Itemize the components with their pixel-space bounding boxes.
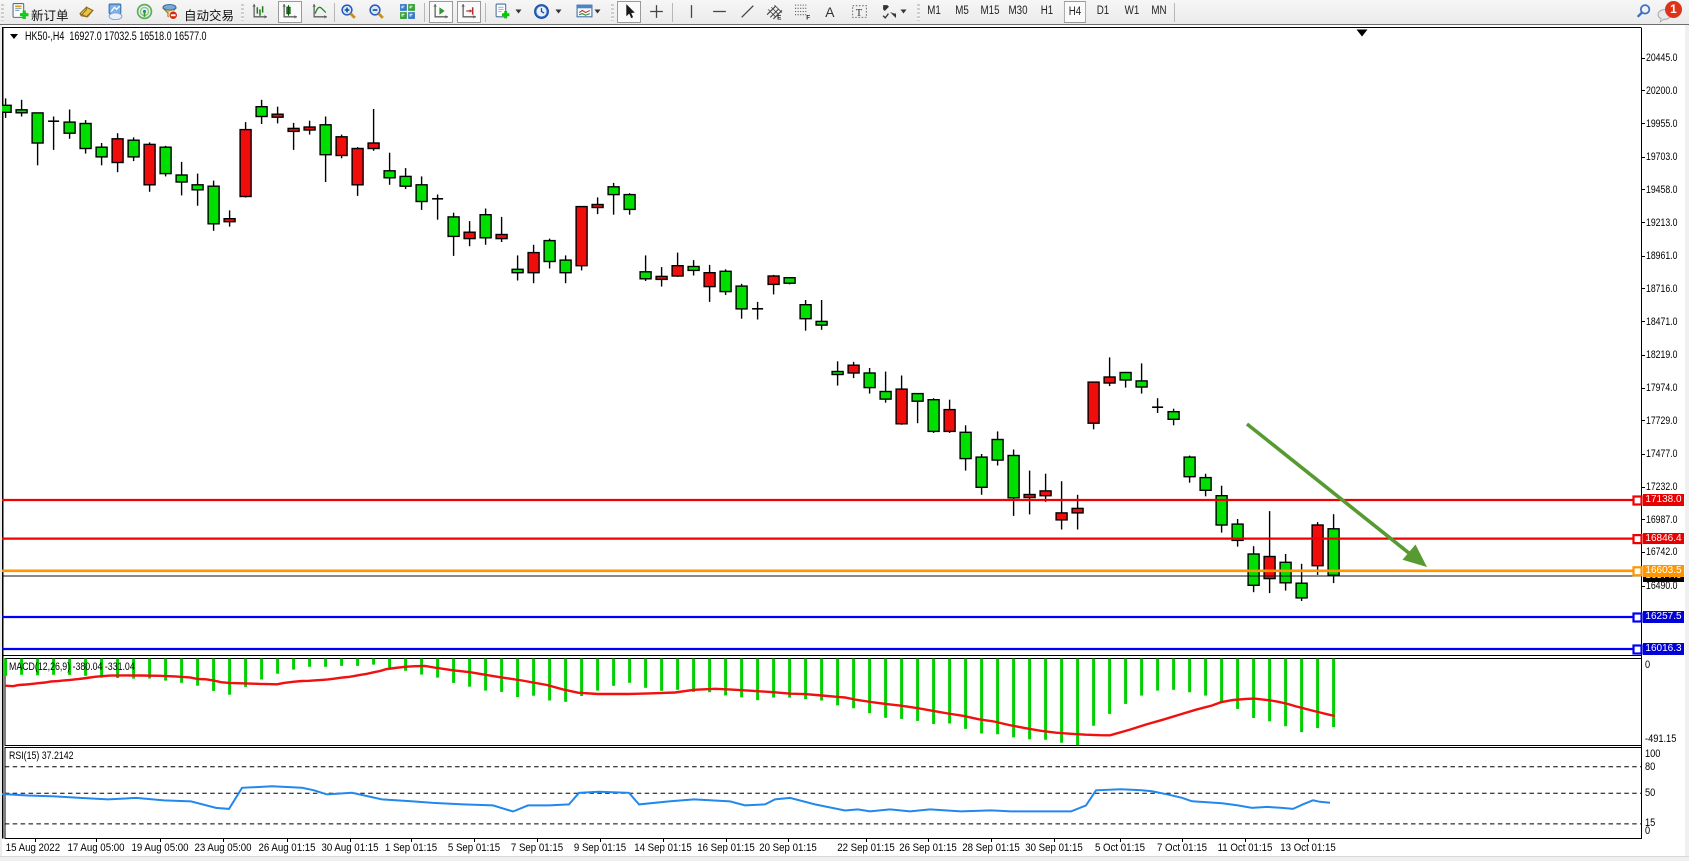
svg-text:E: E [777, 14, 781, 20]
svg-text:T: T [856, 8, 863, 19]
svg-text:F: F [806, 14, 810, 20]
svg-text:A: A [825, 4, 835, 20]
